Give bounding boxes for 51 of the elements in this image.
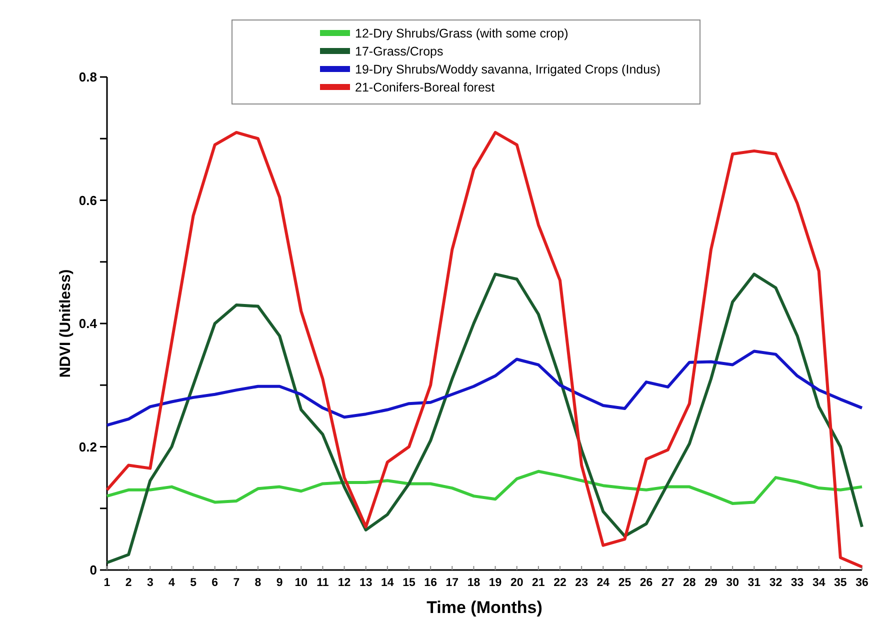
- x-tick-label: 36: [856, 577, 868, 589]
- x-tick-label: 26: [640, 577, 653, 589]
- line-series: [106, 272, 864, 564]
- x-tick-label: 1: [104, 577, 111, 589]
- x-tick-label: 11: [316, 577, 330, 589]
- x-tick-label: 10: [294, 577, 308, 589]
- x-tick-label: 17: [446, 577, 459, 589]
- x-tick-label: 32: [769, 577, 782, 589]
- x-tick-label: 18: [467, 577, 481, 589]
- x-tick-label: 27: [661, 577, 674, 589]
- x-tick-label: 22: [554, 577, 566, 589]
- x-tick-label: 5: [190, 577, 198, 589]
- x-tick-label: 24: [596, 577, 610, 589]
- x-tick-label: 14: [381, 577, 394, 589]
- legend-label: 12-Dry Shrubs/Grass (with some crop): [355, 26, 568, 40]
- y-axis-title: NDVI (Unitless): [57, 269, 74, 378]
- x-tick-label: 33: [790, 577, 804, 589]
- x-tick-label: 21: [532, 577, 546, 589]
- x-tick-label: 35: [834, 577, 848, 589]
- x-tick-label: 2: [125, 577, 132, 589]
- y-tick-label: 0: [90, 562, 97, 578]
- x-tick-label: 3: [146, 577, 154, 589]
- x-tick-label: 6: [212, 577, 218, 589]
- y-tick-label: 0.4: [78, 316, 98, 332]
- line-series: [106, 470, 864, 505]
- x-tick-label: 29: [704, 577, 718, 589]
- x-tick-label: 23: [575, 577, 588, 589]
- x-tick-label: 34: [812, 577, 826, 589]
- y-tick-label: 0.6: [78, 192, 97, 208]
- x-tick-label: 31: [748, 577, 762, 589]
- x-tick-label: 8: [254, 577, 262, 589]
- x-tick-label: 25: [618, 577, 632, 589]
- y-tick-label: 0.2: [78, 439, 97, 454]
- x-axis-title: Time (Months): [426, 598, 542, 617]
- x-tick-label: 20: [510, 577, 524, 589]
- x-tick-label: 7: [233, 577, 240, 589]
- x-tick-label: 4: [168, 577, 176, 589]
- line-series: [106, 350, 864, 427]
- x-tick-label: 30: [726, 577, 739, 589]
- x-tick-label: 16: [424, 577, 437, 589]
- legend-label: 19-Dry Shrubs/Woddy savanna, Irrigated Crops (Indus): [355, 62, 660, 76]
- x-tick-label: 9: [276, 577, 283, 589]
- legend-label: 17-Grass/Crops: [355, 44, 444, 58]
- x-tick-label: 28: [683, 577, 696, 589]
- legend-label: 21-Conifers-Boreal forest: [355, 80, 496, 94]
- y-tick-label: 0.8: [78, 70, 97, 85]
- x-tick-label: 19: [488, 577, 502, 589]
- x-tick-label: 15: [402, 577, 416, 589]
- line-series: [106, 130, 864, 568]
- x-tick-label: 12: [338, 577, 351, 589]
- x-tick-label: 13: [359, 577, 372, 589]
